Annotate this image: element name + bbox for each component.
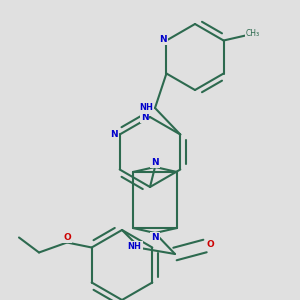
Text: N: N (141, 112, 148, 122)
Text: O: O (206, 240, 214, 249)
Text: NH: NH (128, 242, 142, 251)
Text: NH: NH (139, 103, 153, 112)
Text: CH₃: CH₃ (246, 29, 260, 38)
Text: N: N (110, 130, 118, 139)
Text: N: N (151, 158, 159, 167)
Text: N: N (151, 233, 159, 242)
Text: O: O (63, 232, 71, 242)
Text: N: N (159, 35, 166, 44)
